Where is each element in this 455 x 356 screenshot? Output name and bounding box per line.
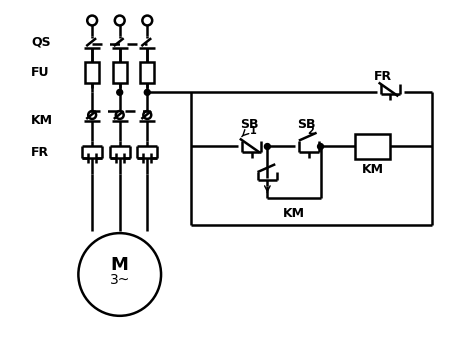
Text: 1: 1 — [249, 126, 256, 136]
Text: M: M — [111, 256, 128, 274]
Bar — [112, 62, 126, 84]
Bar — [85, 62, 99, 84]
Circle shape — [264, 143, 270, 150]
Text: KM: KM — [361, 163, 383, 176]
Bar — [140, 62, 154, 84]
Text: FU: FU — [31, 66, 50, 79]
Circle shape — [116, 89, 122, 95]
Bar — [354, 134, 389, 159]
Circle shape — [144, 89, 150, 95]
Text: 2: 2 — [306, 126, 313, 136]
Text: 3~: 3~ — [109, 273, 130, 287]
Text: SB: SB — [296, 118, 315, 131]
Text: KM: KM — [31, 114, 53, 127]
Text: SB: SB — [239, 118, 258, 131]
Text: FR: FR — [31, 146, 49, 159]
Circle shape — [317, 143, 323, 150]
Text: QS: QS — [31, 36, 51, 49]
Text: KM: KM — [283, 207, 304, 220]
Text: FR: FR — [373, 70, 391, 83]
